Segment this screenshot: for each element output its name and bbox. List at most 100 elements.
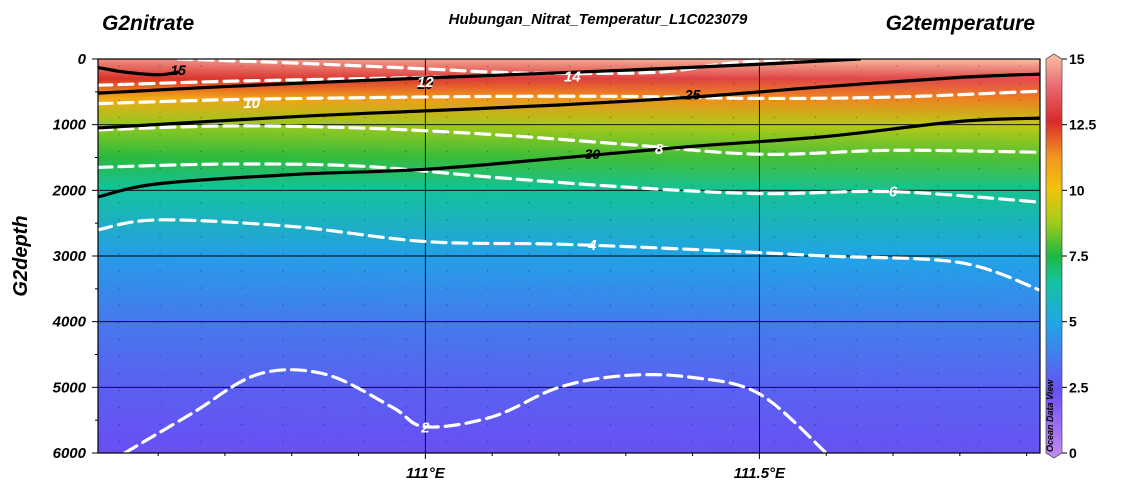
sample-dot — [896, 355, 898, 358]
sample-dot — [118, 304, 120, 306]
sample-dot — [323, 355, 325, 358]
sample-dot — [364, 219, 366, 221]
sample-dot — [200, 150, 202, 153]
nitrate-contour-20 — [98, 59, 862, 95]
sample-dot — [569, 389, 571, 392]
sample-dot — [282, 236, 284, 238]
sample-dot — [855, 441, 857, 443]
sample-dot — [446, 133, 448, 136]
sample-dot — [323, 253, 325, 255]
sample-dot — [814, 321, 816, 323]
sample-dot — [773, 236, 775, 238]
sample-dot — [814, 65, 816, 67]
sample-dot — [200, 133, 202, 136]
sample-dot — [691, 168, 694, 170]
sample-dot — [732, 150, 735, 153]
sample-dot — [855, 185, 857, 187]
sample-dot — [200, 202, 202, 204]
sample-dot — [569, 168, 571, 170]
sample-dot — [405, 372, 407, 375]
sample-dot — [896, 116, 898, 118]
sample-dot — [855, 168, 857, 170]
sample-dot — [323, 407, 325, 409]
sample-dot — [282, 372, 284, 375]
sample-dot — [937, 236, 939, 238]
sample-dot — [118, 270, 120, 272]
sample-dot — [282, 133, 284, 136]
sample-dot — [364, 372, 366, 375]
sample-dot — [1019, 355, 1021, 358]
sample-dot — [978, 133, 980, 136]
sample-dot — [855, 407, 857, 409]
sample-dot — [978, 185, 980, 187]
sample-dot — [732, 441, 735, 443]
sample-dot — [1019, 99, 1021, 101]
sample-dot — [814, 389, 816, 392]
sample-dot — [609, 287, 612, 289]
sample-dot — [569, 65, 571, 67]
colorbar-tick-label: 7.5 — [1069, 248, 1089, 264]
sample-dot — [159, 372, 161, 375]
sample-dot — [855, 389, 857, 392]
sample-dot — [446, 355, 448, 358]
sample-dot — [528, 321, 530, 323]
sample-dot — [650, 355, 653, 358]
sample-dot — [732, 99, 735, 101]
sample-dot — [487, 424, 489, 426]
contour-labels: 15 20 25 30 14 12 10 8 6 4 2 — [170, 62, 897, 436]
sample-dot — [937, 287, 939, 289]
sample-dot — [405, 321, 407, 323]
sample-dot — [405, 441, 407, 443]
sample-dot — [937, 219, 939, 221]
sample-dot — [159, 287, 161, 289]
sample-dot — [487, 338, 489, 340]
sample-dot — [200, 270, 202, 272]
sample-dot — [487, 236, 489, 238]
sample-dot — [405, 202, 407, 204]
sample-dot — [200, 372, 202, 375]
sample-dot — [241, 389, 243, 392]
sample-dot — [569, 407, 571, 409]
sample-dot — [405, 82, 407, 84]
sample-dot — [528, 372, 530, 375]
sample-dot — [1019, 287, 1021, 289]
sample-dot — [732, 236, 735, 238]
sample-dot — [814, 270, 816, 272]
sample-dot — [691, 389, 694, 392]
sample-dot — [282, 219, 284, 221]
sample-dot — [446, 321, 448, 323]
sample-dot — [364, 116, 366, 118]
sample-dot — [487, 407, 489, 409]
sample-dot — [569, 133, 571, 136]
sample-dot — [528, 407, 530, 409]
sample-dot — [855, 65, 857, 67]
sample-dot — [241, 168, 243, 170]
temperature-contour-4 — [98, 218, 1040, 292]
sample-dot — [282, 424, 284, 426]
sample-dot — [364, 253, 366, 255]
sample-dot — [896, 407, 898, 409]
sample-dot — [814, 99, 816, 101]
sample-dot — [609, 338, 612, 340]
sample-dot — [487, 99, 489, 101]
sample-dot — [732, 389, 735, 392]
colorbar-tick-label: 0 — [1069, 445, 1077, 461]
nitrate-contour-15 — [98, 65, 180, 77]
sample-dot — [159, 168, 161, 170]
sample-dot — [896, 287, 898, 289]
sample-dot — [405, 219, 407, 221]
sample-dot — [487, 202, 489, 204]
sample-dot — [978, 338, 980, 340]
sample-dot — [405, 65, 407, 67]
sample-dot — [773, 202, 775, 204]
sample-dot — [528, 270, 530, 272]
sample-dot — [896, 389, 898, 392]
sample-dot — [405, 389, 407, 392]
sample-dot — [241, 219, 243, 221]
sample-dot — [773, 168, 775, 170]
temperature-contour-2 — [123, 368, 828, 453]
sample-dot — [937, 202, 939, 204]
sample-dot — [937, 99, 939, 101]
sample-dot — [446, 372, 448, 375]
sample-dot — [691, 82, 694, 84]
